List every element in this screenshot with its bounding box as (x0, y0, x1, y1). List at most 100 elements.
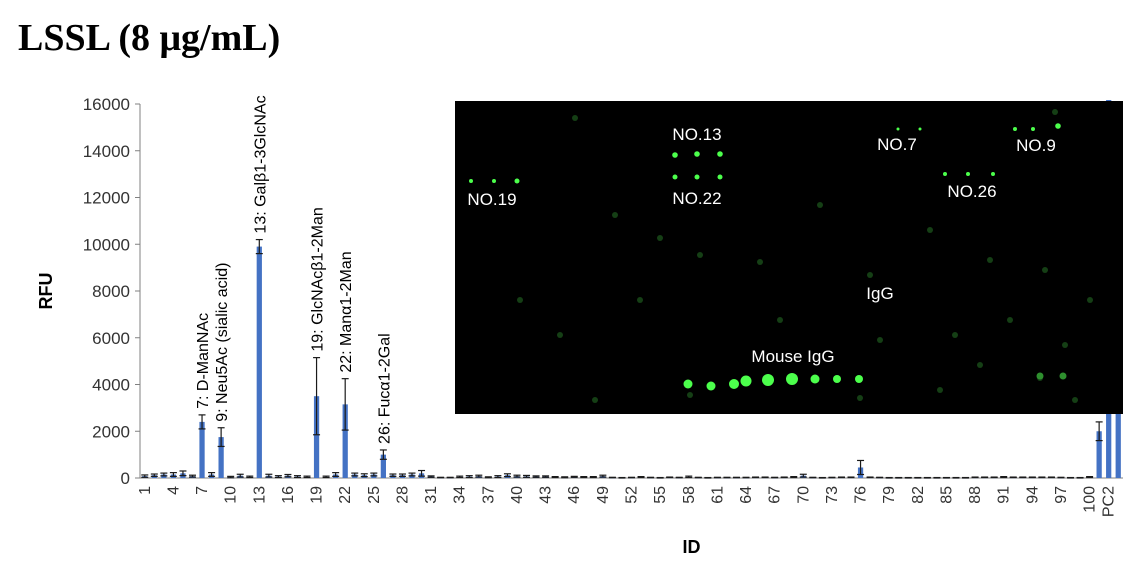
x-tick-label: PC2 (1101, 486, 1118, 517)
glycan-spot (717, 174, 723, 180)
x-tick-label: 94 (1024, 486, 1041, 504)
chart-title: LSSL (8 μg/mL) (18, 17, 281, 59)
glycan-spot (694, 174, 700, 180)
igg-spot (786, 373, 798, 385)
faint-spot (857, 395, 863, 401)
inset-label: IgG (866, 284, 893, 303)
glycan-spot (694, 151, 700, 157)
igg-spot (706, 381, 716, 391)
x-tick-label: 58 (681, 486, 698, 504)
inset-label: NO.7 (877, 135, 917, 154)
faint-spot (572, 115, 578, 121)
igg-spot (683, 379, 693, 389)
x-tick-label: 19 (309, 486, 326, 504)
glycan-spot (469, 179, 473, 183)
faint-spot (557, 332, 563, 338)
bar-annotation: 7: D-ManNAc (195, 313, 212, 409)
bar-annotation: 13: Galβ1-3GlcNAc (252, 95, 269, 233)
x-tick-label: 97 (1053, 486, 1070, 504)
faint-spot (987, 257, 993, 263)
control-spot (1059, 372, 1067, 380)
x-tick-label: 34 (452, 486, 469, 504)
x-tick-label: 7 (194, 486, 211, 495)
faint-spot (817, 202, 823, 208)
x-tick-label: 61 (709, 486, 726, 504)
glycan-spot (514, 178, 520, 184)
x-tick-label: 16 (280, 486, 297, 504)
faint-spot (937, 387, 943, 393)
faint-spot (1052, 109, 1058, 115)
x-tick-label: 25 (366, 486, 383, 504)
x-tick-label: 1 (137, 486, 154, 495)
faint-spot (757, 259, 763, 265)
igg-spot (810, 374, 820, 384)
inset-label: NO.9 (1016, 136, 1056, 155)
inset-label: NO.26 (947, 182, 996, 201)
igg-spot (855, 375, 863, 383)
faint-spot (977, 362, 983, 368)
bar (380, 454, 386, 478)
faint-spot (952, 332, 958, 338)
bar (218, 437, 224, 478)
y-tick-label: 10000 (83, 235, 130, 254)
faint-spot (687, 392, 693, 398)
faint-spot (927, 227, 933, 233)
x-tick-label: 4 (165, 486, 182, 495)
faint-spot (637, 297, 643, 303)
inset-label: NO.22 (672, 189, 721, 208)
x-tick-label: 37 (480, 486, 497, 504)
x-tick-label: 22 (337, 486, 354, 504)
x-tick-label: 10 (223, 486, 240, 504)
y-tick-label: 14000 (83, 142, 130, 161)
faint-spot (517, 297, 523, 303)
glycan-spot (672, 174, 678, 180)
glycan-spot (896, 127, 900, 131)
glycan-spot (943, 172, 947, 176)
bar-annotation: 26: Fucα1-2Gal (376, 333, 393, 444)
x-tick-label: 46 (566, 486, 583, 504)
glycan-spot (1031, 127, 1035, 131)
faint-spot (657, 235, 663, 241)
glycan-spot (717, 151, 723, 157)
faint-spot (1072, 397, 1078, 403)
y-tick-label: 12000 (83, 189, 130, 208)
x-tick-label: 82 (910, 486, 927, 504)
glycan-spot (966, 172, 970, 176)
glycan-spot (492, 179, 496, 183)
control-spot (1036, 372, 1044, 380)
glycan-spot (991, 172, 995, 176)
microarray-inset-image (455, 101, 1123, 414)
faint-spot (1062, 342, 1068, 348)
igg-spot (762, 374, 774, 386)
faint-spot (697, 252, 703, 258)
y-tick-label: 16000 (83, 95, 130, 114)
faint-spot (877, 337, 883, 343)
x-tick-label: 31 (423, 486, 440, 504)
x-tick-label: 64 (738, 486, 755, 504)
glycan-spot (918, 127, 922, 131)
x-tick-label: 43 (538, 486, 555, 504)
inset-label: NO.13 (672, 125, 721, 144)
faint-spot (1087, 297, 1093, 303)
x-tick-label: 88 (967, 486, 984, 504)
x-tick-label: 55 (652, 486, 669, 504)
faint-spot (592, 397, 598, 403)
glycan-spot (1055, 123, 1061, 129)
bar-annotation: 9: Neu5Ac (sialic acid) (214, 263, 231, 422)
x-tick-label: 79 (881, 486, 898, 504)
x-tick-label: 91 (996, 486, 1013, 504)
faint-spot (777, 317, 783, 323)
x-tick-label: 85 (938, 486, 955, 504)
igg-spot (729, 379, 739, 389)
igg-spot (833, 375, 841, 383)
faint-spot (612, 212, 618, 218)
y-tick-label: 2000 (92, 422, 130, 441)
x-tick-label: 52 (624, 486, 641, 504)
bar (199, 421, 205, 478)
x-tick-label: 100 (1082, 486, 1099, 513)
inset-label: NO.19 (467, 190, 516, 209)
x-tick-label: 49 (595, 486, 612, 504)
x-tick-label: 28 (394, 486, 411, 504)
bar-annotation: 22: Manα1-2Man (338, 251, 355, 372)
